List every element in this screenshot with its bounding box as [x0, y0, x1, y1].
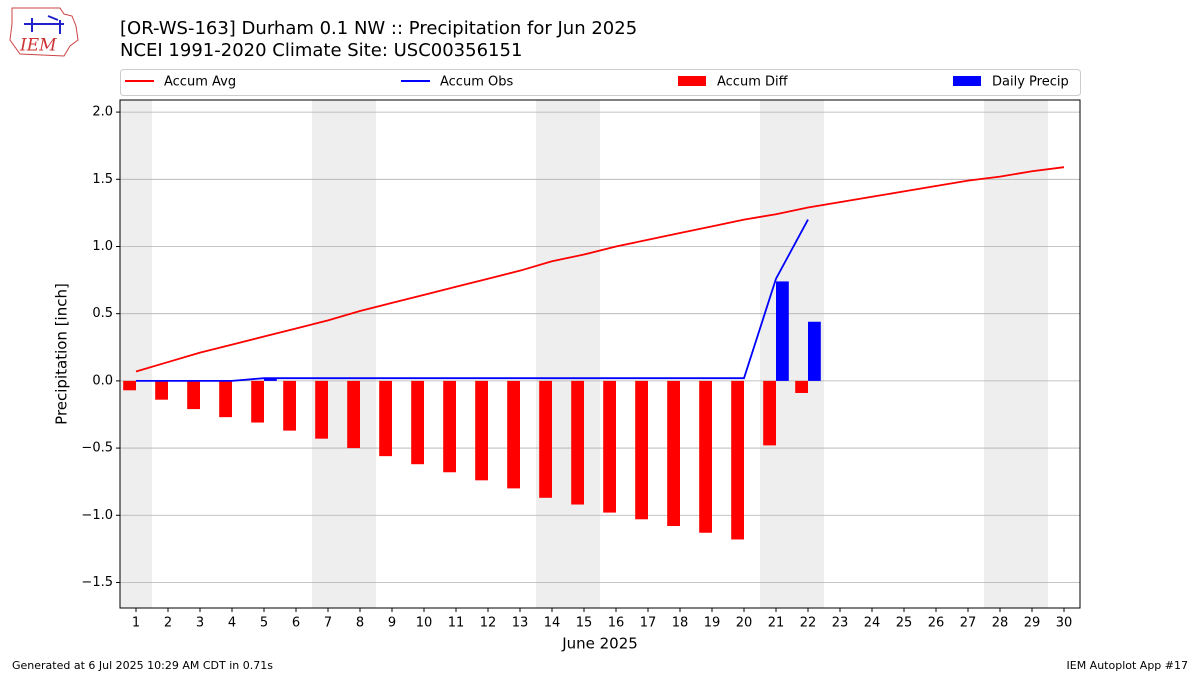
plot-frame — [119, 99, 1081, 609]
bar — [379, 380, 392, 457]
y-tick-label: −1.0 — [81, 508, 113, 523]
legend-label: Daily Precip — [992, 75, 1069, 90]
x-tick-label: 22 — [800, 616, 817, 631]
y-tick-label: 1.5 — [92, 172, 113, 187]
bar — [155, 380, 168, 400]
x-tick-label: 30 — [1056, 616, 1073, 631]
x-tick-label: 26 — [928, 616, 945, 631]
bar — [571, 380, 584, 505]
x-tick-label: 29 — [1024, 616, 1041, 631]
x-tick-label: 3 — [196, 616, 204, 631]
x-tick-label: 24 — [864, 616, 881, 631]
x-tick-label: 9 — [388, 616, 396, 631]
bar — [187, 380, 200, 410]
chart-subtitle: NCEI 1991-2020 Climate Site: USC00356151 — [120, 40, 522, 61]
bar — [763, 380, 776, 446]
x-tick-label: 5 — [260, 616, 268, 631]
footer-left: Generated at 6 Jul 2025 10:29 AM CDT in … — [12, 659, 273, 672]
x-tick-label: 10 — [416, 616, 433, 631]
x-tick-label: 23 — [832, 616, 849, 631]
bar — [635, 380, 648, 520]
y-tick-label: 0.0 — [92, 373, 113, 388]
bar — [411, 380, 424, 465]
bar — [699, 380, 712, 533]
bar — [475, 380, 488, 481]
weekend-shade — [344, 100, 376, 608]
legend-label: Accum Diff — [717, 75, 789, 90]
bar — [219, 380, 232, 418]
bar — [776, 281, 789, 381]
x-tick-label: 2 — [164, 616, 172, 631]
y-axis-label: Precipitation [inch] — [53, 283, 71, 425]
x-tick-label: 8 — [356, 616, 364, 631]
x-tick-label: 19 — [704, 616, 721, 631]
x-tick-label: 7 — [324, 616, 332, 631]
x-tick-label: 11 — [448, 616, 465, 631]
legend-label: Accum Avg — [164, 75, 236, 90]
x-tick-label: 17 — [640, 616, 657, 631]
legend-swatch — [678, 76, 706, 86]
x-tick-label: 27 — [960, 616, 977, 631]
bar — [667, 380, 680, 527]
weekend-shade — [984, 100, 1016, 608]
x-tick-label: 13 — [512, 616, 529, 631]
y-tick-label: 1.0 — [92, 239, 113, 254]
weekend-shade — [568, 100, 600, 608]
bar — [123, 380, 136, 391]
legend-swatch — [953, 76, 981, 86]
logo: IEM — [9, 7, 79, 57]
legend-label: Accum Obs — [440, 75, 513, 90]
x-tick-label: 14 — [544, 616, 561, 631]
x-axis-label: June 2025 — [561, 635, 638, 653]
bar — [808, 321, 821, 381]
weekend-shade — [536, 100, 568, 608]
x-tick-label: 16 — [608, 616, 625, 631]
x-tick-label: 20 — [736, 616, 753, 631]
footer-right: IEM Autoplot App #17 — [1067, 659, 1189, 672]
logo-text: IEM — [19, 36, 57, 56]
x-tick-label: 15 — [576, 616, 593, 631]
x-tick-label: 18 — [672, 616, 689, 631]
weekend-shade — [120, 100, 152, 608]
y-tick-label: −1.5 — [81, 575, 113, 590]
x-tick-label: 6 — [292, 616, 300, 631]
bar — [507, 380, 520, 489]
x-tick-label: 12 — [480, 616, 497, 631]
x-tick-label: 4 — [228, 616, 236, 631]
bar — [347, 380, 360, 449]
legend-box — [120, 69, 1081, 96]
bar — [731, 380, 744, 540]
x-tick-label: 25 — [896, 616, 913, 631]
y-tick-label: 2.0 — [92, 105, 113, 120]
line — [135, 166, 1065, 373]
bar — [251, 380, 264, 423]
bar — [315, 380, 328, 439]
y-tick-label: 0.5 — [92, 306, 113, 321]
x-tick-label: 21 — [768, 616, 785, 631]
line — [136, 219, 809, 382]
y-tick-label: −0.5 — [81, 441, 113, 456]
bar — [283, 380, 296, 431]
bar — [603, 380, 616, 513]
bar — [264, 378, 277, 381]
chart-title: [OR-WS-163] Durham 0.1 NW :: Precipitati… — [120, 18, 637, 39]
x-tick-label: 28 — [992, 616, 1009, 631]
x-tick-label: 1 — [132, 616, 140, 631]
weekend-shade — [312, 100, 344, 608]
bar — [443, 380, 456, 473]
bar — [795, 380, 808, 393]
bar — [539, 380, 552, 498]
weekend-shade — [1016, 100, 1048, 608]
